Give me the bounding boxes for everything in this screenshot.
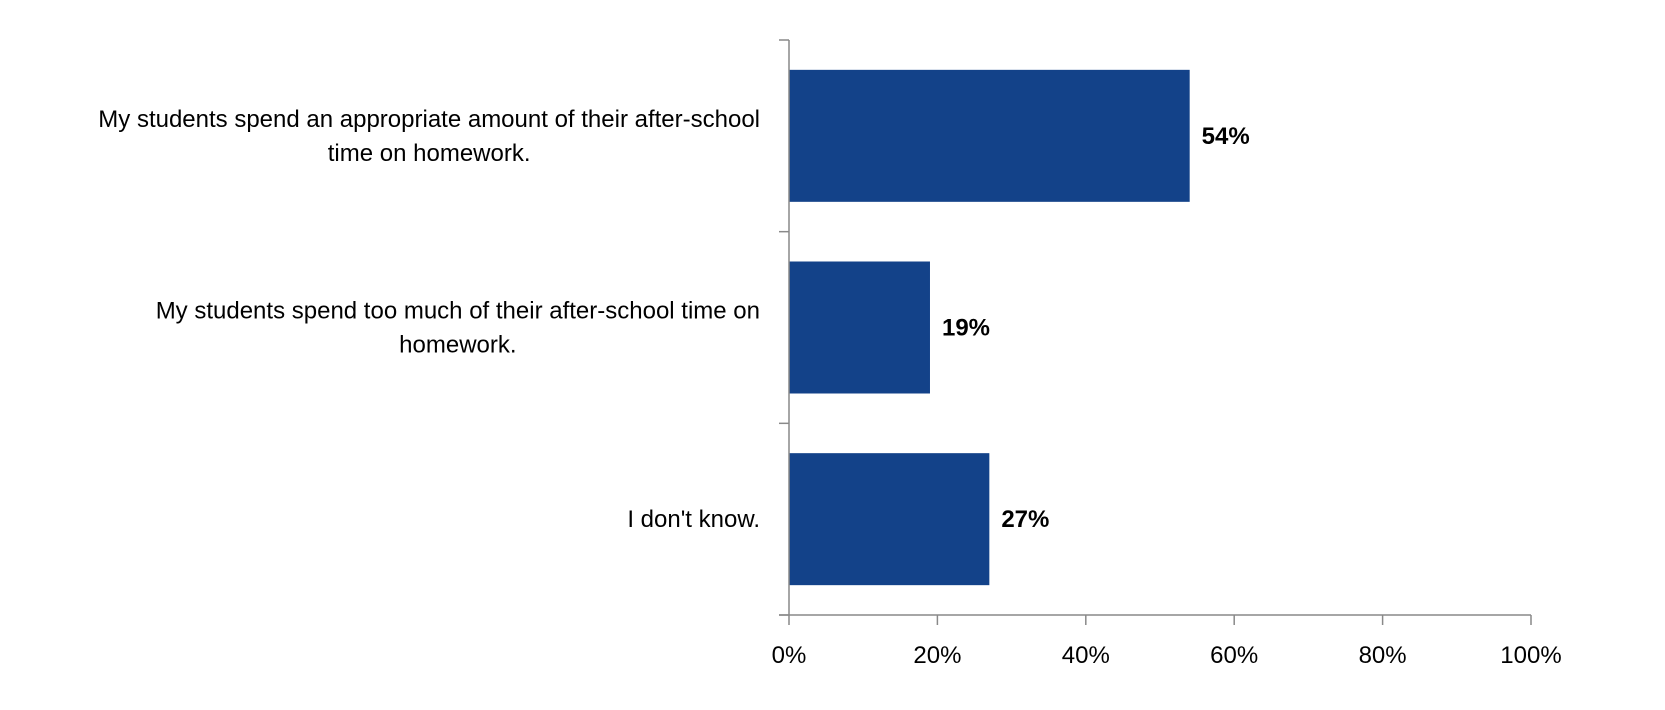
bars-layer xyxy=(789,69,1190,586)
category-label-1-line-0: My students spend too much of their afte… xyxy=(156,298,760,325)
x-tick-label-3: 60% xyxy=(1210,642,1258,669)
axis-layer xyxy=(779,39,1532,625)
x-tick-label-2: 40% xyxy=(1062,642,1110,669)
category-label-1: My students spend too much of their afte… xyxy=(156,298,760,359)
category-label-2-line-0: I don't know. xyxy=(627,506,760,533)
bar-1 xyxy=(789,261,930,394)
x-tick-label-4: 80% xyxy=(1359,642,1407,669)
category-label-2: I don't know. xyxy=(627,506,760,533)
data-label-1: 19% xyxy=(942,315,990,342)
category-label-0-line-1: time on homework. xyxy=(328,140,531,167)
labels-layer: 54% My students spend an appropriate amou… xyxy=(98,106,1561,669)
category-label-1-line-1: homework. xyxy=(399,332,516,359)
x-tick-label-0: 0% xyxy=(772,642,807,669)
bar-2 xyxy=(789,453,990,586)
x-tick-label-5: 100% xyxy=(1500,642,1561,669)
category-label-0-line-0: My students spend an appropriate amount … xyxy=(98,106,760,133)
category-label-0: My students spend an appropriate amount … xyxy=(98,106,760,167)
bar-0 xyxy=(789,69,1190,202)
x-tick-label-1: 20% xyxy=(913,642,961,669)
data-label-0: 54% xyxy=(1202,123,1250,150)
data-label-2: 27% xyxy=(1001,506,1049,533)
